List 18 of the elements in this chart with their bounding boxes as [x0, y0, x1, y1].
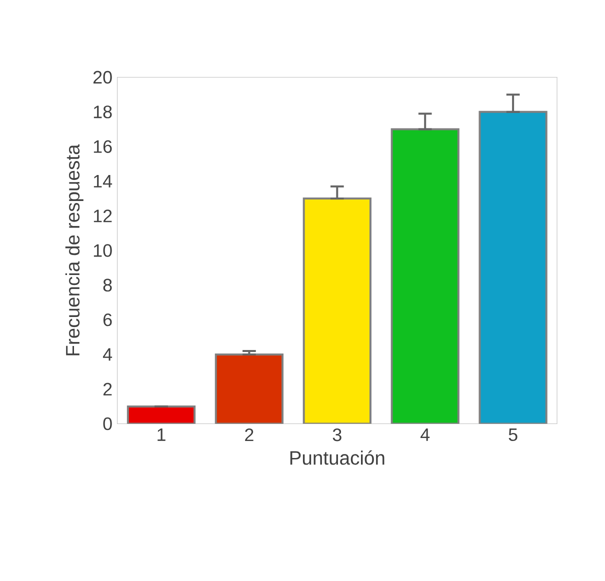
- y-tick-label: 20: [93, 70, 112, 84]
- y-tick-label: 14: [94, 175, 112, 188]
- y-tick-label: 18: [94, 106, 112, 118]
- x-tick-label: 4: [420, 428, 430, 441]
- y-axis-title: Frecuencia de respuesta: [65, 144, 84, 356]
- y-tick-label: 2: [103, 382, 112, 396]
- x-tick-label: 5: [508, 428, 518, 442]
- x-tick-label: 1: [158, 428, 166, 441]
- y-tick-label: 6: [103, 313, 112, 326]
- y-tick-label: 10: [94, 244, 112, 257]
- y-tick-label: 16: [94, 140, 112, 153]
- y-tick-label: 0: [103, 417, 112, 430]
- y-tick-label: 12: [94, 210, 112, 222]
- y-tick-label: 4: [102, 348, 112, 361]
- x-axis-title: Puntuación: [290, 450, 384, 465]
- x-tick-label: 2: [245, 428, 254, 442]
- y-tick-label: 8: [103, 278, 112, 292]
- x-tick-label: 3: [332, 428, 342, 442]
